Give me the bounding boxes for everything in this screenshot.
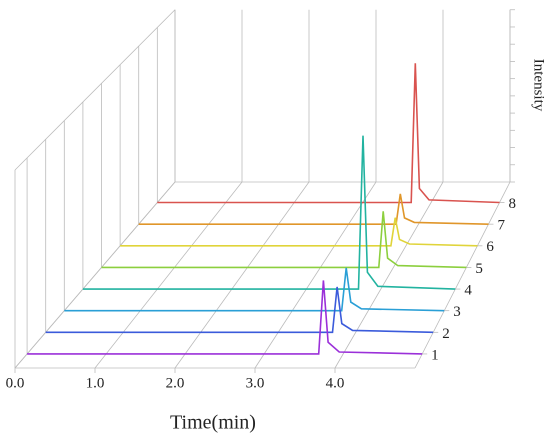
series-line <box>27 280 423 355</box>
x-axis-title: Time(min) <box>170 412 256 434</box>
grid-line <box>334 181 444 369</box>
x-tick-label: 2.0 <box>166 375 185 391</box>
grid-line <box>14 181 176 369</box>
depth-label: 5 <box>475 261 483 277</box>
wall-edge <box>14 9 176 171</box>
grid-line <box>174 181 310 369</box>
depth-label: 6 <box>486 239 494 255</box>
depth-label: 4 <box>464 282 472 298</box>
x-tick-label: 4.0 <box>326 375 345 391</box>
depth-label: 2 <box>442 326 450 342</box>
grid-line <box>94 181 243 369</box>
depth-axis <box>414 181 511 369</box>
x-tick-label: 3.0 <box>246 375 265 391</box>
series-line <box>45 286 434 334</box>
series-line <box>120 217 478 247</box>
depth-label: 3 <box>453 304 461 320</box>
series-line <box>101 211 467 269</box>
x-tick-label: 1.0 <box>86 375 105 391</box>
series-line <box>138 193 489 225</box>
depth-label: 8 <box>509 196 517 212</box>
series-line <box>82 135 456 290</box>
z-axis-title: Intensity <box>531 59 547 112</box>
series-line <box>64 267 445 312</box>
series-line <box>157 63 500 204</box>
x-tick-label: 0.0 <box>6 375 25 391</box>
depth-label: 1 <box>431 347 439 363</box>
depth-label: 7 <box>497 218 505 234</box>
grid-line <box>254 181 377 369</box>
